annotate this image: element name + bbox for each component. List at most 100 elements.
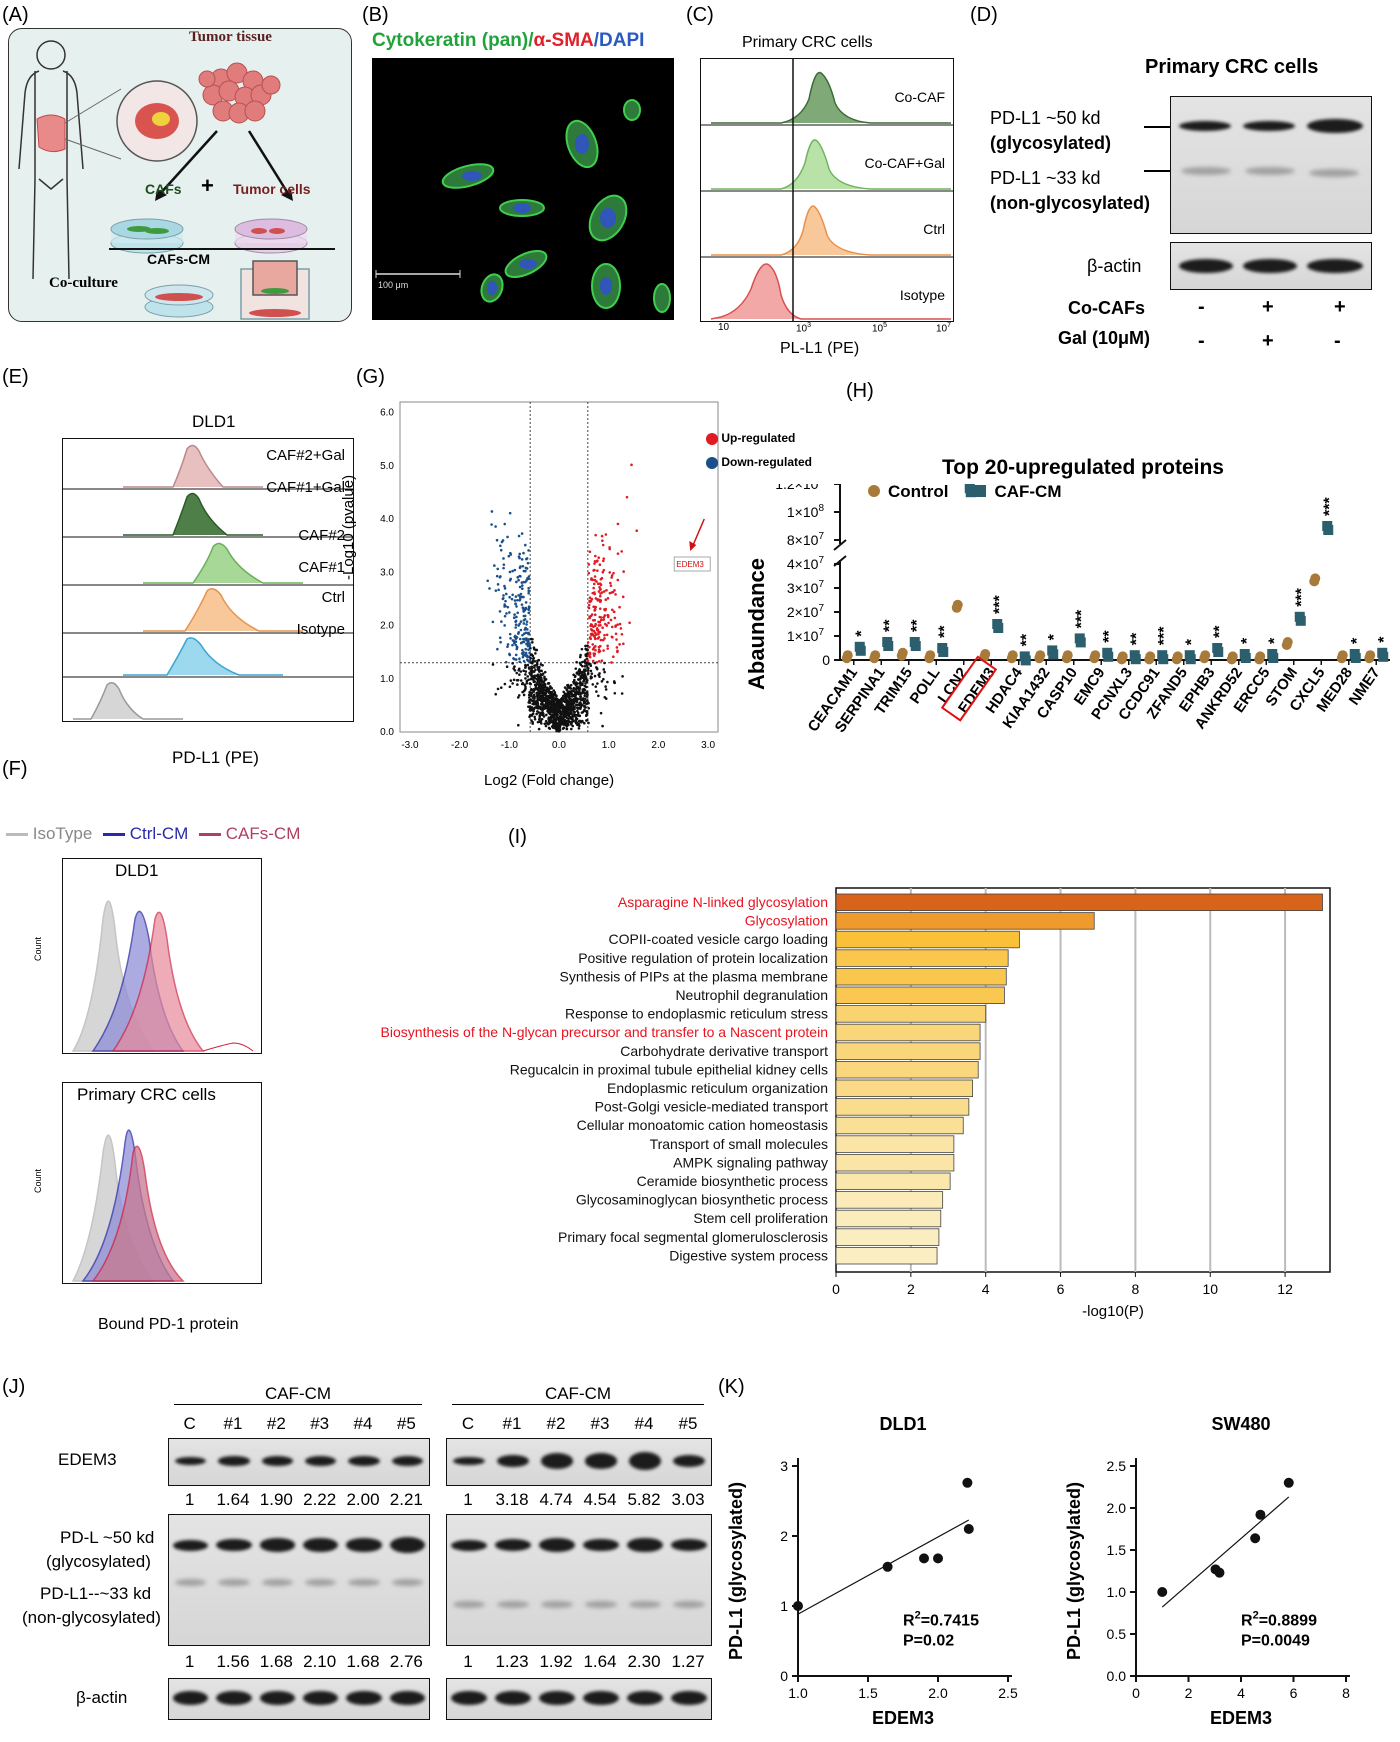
volcano-point xyxy=(591,643,595,646)
annotation-arrow xyxy=(691,518,705,548)
y-axis-label: PD-L1 (glycosylated) xyxy=(1064,1482,1084,1660)
lane-label-left: C xyxy=(183,1414,196,1433)
volcano-point xyxy=(547,690,551,694)
volcano-point xyxy=(513,665,516,668)
volcano-point xyxy=(524,670,528,673)
control-point xyxy=(1116,654,1127,665)
volcano-plot: -3.0 -2.0 -1.0 0.0 1.0 2.0 3.0 0.0 1.0 2.0 3.0 4.0 5… xyxy=(380,401,719,751)
volcano-point xyxy=(544,696,548,700)
volcano-point xyxy=(524,665,527,668)
volcano-point xyxy=(564,697,568,701)
volcano-point xyxy=(525,679,529,683)
sign-gal-3: - xyxy=(1334,330,1341,352)
pdl1-glyco-band xyxy=(173,1539,209,1551)
volcano-point xyxy=(569,727,573,731)
term-label: COPII-coated vesicle cargo loading xyxy=(609,931,828,947)
volcano-point xyxy=(610,576,613,579)
pdl1-glyco-band xyxy=(671,1539,707,1551)
volcano-point xyxy=(515,605,518,608)
lane-label-left: #3 xyxy=(310,1414,330,1433)
significance-label: ** xyxy=(1101,630,1118,643)
term-label: Stem cell proliferation xyxy=(693,1210,828,1226)
volcano-point xyxy=(606,644,609,648)
schematic-panel: Tumor tissue CAFs + Tumor cells CAFs-CM … xyxy=(8,28,352,322)
volcano-point xyxy=(514,653,518,657)
volcano-point xyxy=(567,713,571,716)
volcano-point xyxy=(601,570,605,574)
volcano-point xyxy=(558,717,562,721)
pdl1-glyco-band xyxy=(216,1538,252,1552)
volcano-point xyxy=(508,653,512,657)
x-tick-label: 8 xyxy=(1131,1281,1139,1297)
volcano-point xyxy=(519,592,523,596)
volcano-point xyxy=(581,703,584,707)
caf-cm-point xyxy=(1075,637,1086,648)
significance-label: * xyxy=(1349,637,1366,644)
edem3-quant-right: 4.74 xyxy=(539,1490,573,1509)
edem3-band xyxy=(391,1455,423,1467)
gal-label: Gal (10μM) xyxy=(1058,328,1151,348)
volcano-point xyxy=(499,640,502,644)
y-tick-label: 2 xyxy=(780,1528,788,1544)
caf-cm-bracket-right xyxy=(452,1404,704,1405)
volcano-point xyxy=(587,563,591,566)
cytokeratin-label: Cytokeratin (pan) xyxy=(372,30,529,51)
volcano-point xyxy=(518,637,522,641)
term-label: Glycosaminoglycan biosynthetic process xyxy=(576,1192,828,1208)
volcano-point xyxy=(603,695,607,699)
y-tick-label: 1.5 xyxy=(1107,1542,1127,1558)
volcano-point xyxy=(565,702,568,706)
enrichment-bar xyxy=(835,1042,981,1060)
pdl1-nonglyco-band xyxy=(261,1579,293,1586)
tick-10-5: 10 xyxy=(872,323,884,335)
volcano-point xyxy=(599,592,602,595)
pdl1-glyco-band xyxy=(583,1538,619,1552)
volcano-point xyxy=(542,691,545,695)
volcano-point xyxy=(557,698,560,702)
significance-label: ** xyxy=(1019,633,1036,646)
flow-f-top-histograms xyxy=(71,900,254,1052)
volcano-point xyxy=(518,622,521,626)
chart-h-title: Top 20-upregulated proteins xyxy=(942,456,1224,479)
volcano-point xyxy=(564,695,568,699)
volcano-point xyxy=(527,589,531,593)
significance-label: * xyxy=(1184,638,1201,645)
panel-label-i: (I) xyxy=(508,826,527,848)
pdl1-50-tick xyxy=(1144,126,1170,128)
volcano-point xyxy=(502,563,506,566)
highlight-box xyxy=(940,655,998,722)
volcano-point xyxy=(585,690,589,694)
volcano-point xyxy=(593,562,596,565)
actin-band xyxy=(495,1691,531,1705)
volcano-point xyxy=(592,586,595,590)
actin-label-d: β-actin xyxy=(1087,256,1142,276)
y-tick-label: 0.0 xyxy=(380,727,394,738)
x-tick-label: 2 xyxy=(1185,1685,1193,1701)
sign-cocafs-1: - xyxy=(1198,296,1205,318)
pdl-50-row-label: PD-L ~50 kd xyxy=(60,1528,155,1547)
enrichment-bar xyxy=(835,949,1009,967)
significance-label: ** xyxy=(1211,625,1228,638)
volcano-point xyxy=(583,672,586,676)
panel-label-f: (F) xyxy=(2,758,28,780)
edem3-quant-left: 2.22 xyxy=(303,1490,337,1509)
volcano-point xyxy=(534,652,537,655)
volcano-point xyxy=(546,709,549,713)
actin-band xyxy=(303,1691,339,1705)
volcano-point xyxy=(604,598,608,602)
data-point xyxy=(1214,1567,1225,1578)
volcano-point xyxy=(589,669,593,673)
volcano-point xyxy=(536,702,540,706)
volcano-point xyxy=(497,588,500,592)
edem3-band xyxy=(305,1455,337,1467)
y-tick-label: 2.0 xyxy=(1107,1500,1127,1516)
flow-f-bottom-histograms xyxy=(71,1129,185,1282)
edem3-band xyxy=(629,1452,661,1470)
edem3-quant-right: 5.82 xyxy=(627,1490,661,1509)
control-point xyxy=(1309,576,1320,587)
volcano-point xyxy=(583,721,586,725)
volcano-point xyxy=(589,664,593,668)
volcano-point xyxy=(621,595,625,599)
volcano-point xyxy=(583,704,586,708)
volcano-point xyxy=(524,673,527,676)
